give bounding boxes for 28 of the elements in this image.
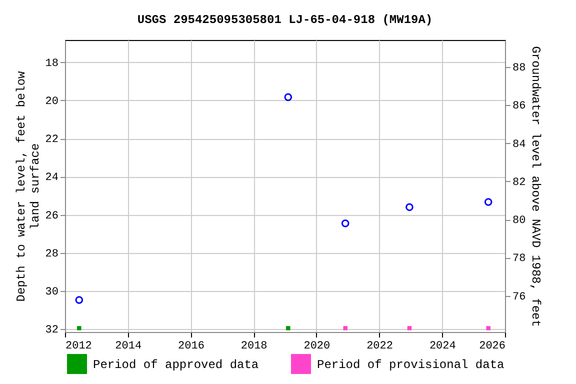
y2-tick-label: 80 [512,215,526,228]
x-tick-label: 2016 [178,340,204,352]
legend-label: Period of approved data [93,358,259,372]
y-tick-label: 26 [45,210,58,222]
y-tick-label: 20 [45,96,58,108]
x-tick-label: 2022 [366,340,393,352]
y2-tick-label: 86 [512,100,526,113]
y2-tick-label: 82 [512,176,526,189]
y-tick-label: 24 [45,172,59,184]
y2-tick-label: 84 [512,138,526,151]
x-tick-label: 2018 [240,340,268,352]
x-tick-label: 2012 [66,340,92,352]
y-tick-label: 28 [45,248,58,260]
y-tick-label: 32 [45,324,58,337]
y-axis-title: Depth to water level, feet below land surface [14,70,42,302]
chart-title: USGS 295425095305801 LJ-65-04-918 (MW19A) [137,13,433,27]
y2-tick-label: 88 [512,62,526,75]
y-tick-label: 22 [45,134,58,146]
y-tick-label: 30 [45,286,58,299]
legend-label: Period of provisional data [317,358,504,372]
y2-tick-label: 76 [512,291,526,304]
x-tick-label: 2026 [479,340,506,352]
x-tick-label: 2014 [115,340,142,352]
x-tick-label: 2020 [304,340,330,352]
y2-tick-label: 78 [512,253,526,266]
y-tick-label: 18 [45,58,58,70]
y2-axis-title: Groundwater level above NAVD 1988, feet [528,46,543,327]
x-tick-label: 2024 [429,340,456,352]
